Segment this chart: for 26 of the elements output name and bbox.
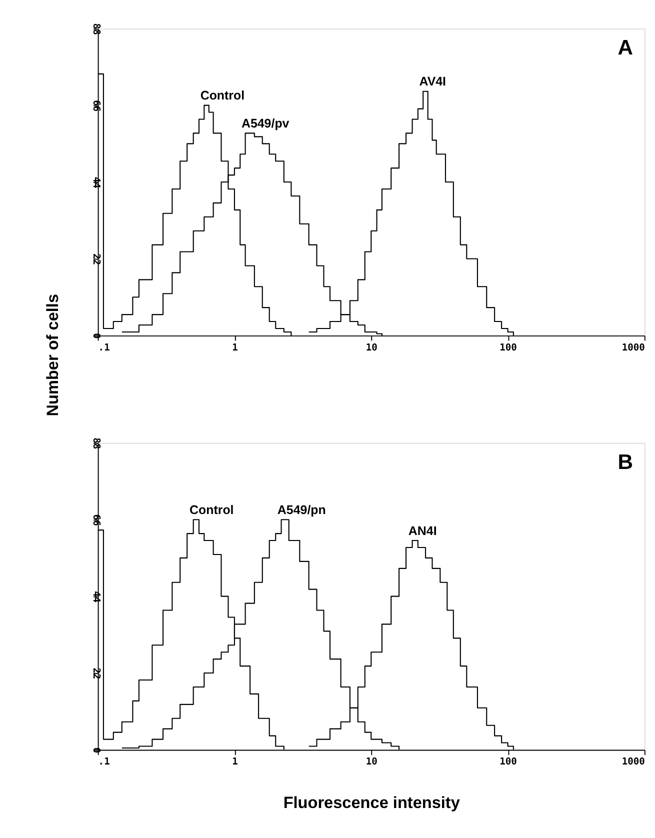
- x-tick-label: .1: [98, 342, 110, 354]
- series-label: Control: [190, 502, 234, 517]
- annotation: A: [618, 36, 633, 60]
- x-tick-label: 1000: [622, 756, 646, 768]
- x-tick-label: 100: [500, 756, 518, 768]
- annotation: B: [618, 450, 633, 474]
- series-label: AV4I: [419, 74, 446, 89]
- y-axis-title: Number of cells: [44, 294, 62, 416]
- y-tick-label: 66: [90, 514, 102, 526]
- x-tick-label: .1: [98, 756, 110, 768]
- y-tick-label: 22: [90, 668, 102, 680]
- y-tick-label: 66: [90, 100, 102, 112]
- x-tick-label: 1: [232, 756, 238, 768]
- y-tick-label: 22: [90, 253, 102, 265]
- x-tick-label: 100: [500, 342, 518, 354]
- series-label: Control: [200, 88, 245, 103]
- y-tick-label: 88: [90, 23, 102, 36]
- x-tick-label: 10: [366, 756, 378, 768]
- x-tick-label: 1000: [622, 342, 646, 354]
- series-label: A549/pn: [277, 502, 326, 517]
- x-tick-label: 1: [232, 342, 238, 354]
- series-label: A549/pv: [241, 116, 290, 130]
- y-tick-label: 88: [90, 438, 102, 450]
- x-tick-label: 10: [366, 342, 378, 354]
- x-axis-title: Fluorescence intensity: [283, 794, 460, 812]
- series-label: AN4I: [408, 524, 437, 538]
